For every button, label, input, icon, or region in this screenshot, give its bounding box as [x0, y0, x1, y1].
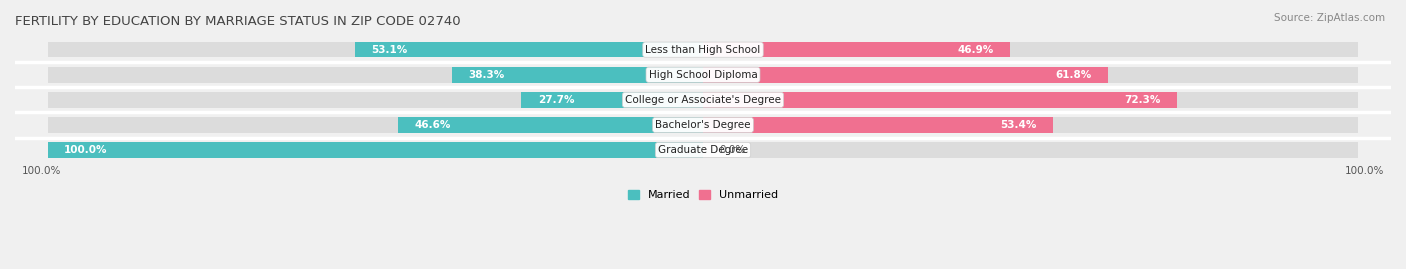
Text: 46.9%: 46.9% — [957, 45, 994, 55]
Bar — [522, 92, 703, 108]
Text: 72.3%: 72.3% — [1123, 95, 1160, 105]
Text: 100.0%: 100.0% — [65, 145, 108, 155]
Bar — [48, 67, 703, 83]
Text: 27.7%: 27.7% — [538, 95, 575, 105]
Text: 0.0%: 0.0% — [720, 145, 745, 155]
Legend: Married, Unmarried: Married, Unmarried — [624, 186, 782, 203]
Text: 38.3%: 38.3% — [468, 70, 505, 80]
Text: Source: ZipAtlas.com: Source: ZipAtlas.com — [1274, 13, 1385, 23]
Bar — [356, 42, 703, 57]
Bar — [703, 92, 1358, 108]
Text: Less than High School: Less than High School — [645, 45, 761, 55]
Bar — [48, 117, 703, 133]
Bar — [703, 117, 1053, 133]
Bar — [703, 42, 1358, 57]
Text: 53.1%: 53.1% — [371, 45, 408, 55]
Bar — [703, 42, 1011, 57]
Text: Graduate Degree: Graduate Degree — [658, 145, 748, 155]
Text: 53.4%: 53.4% — [1000, 120, 1036, 130]
Bar — [703, 67, 1108, 83]
Text: 61.8%: 61.8% — [1056, 70, 1091, 80]
Text: 100.0%: 100.0% — [1346, 166, 1385, 176]
Text: 46.6%: 46.6% — [413, 120, 450, 130]
Text: High School Diploma: High School Diploma — [648, 70, 758, 80]
Bar — [48, 92, 703, 108]
Bar — [453, 67, 703, 83]
Text: 100.0%: 100.0% — [21, 166, 60, 176]
Bar — [48, 142, 703, 158]
Text: College or Associate's Degree: College or Associate's Degree — [626, 95, 780, 105]
Bar — [398, 117, 703, 133]
Text: Bachelor's Degree: Bachelor's Degree — [655, 120, 751, 130]
Bar — [48, 42, 703, 57]
Bar — [703, 117, 1358, 133]
Bar — [703, 67, 1358, 83]
Bar — [703, 142, 1358, 158]
Bar — [703, 92, 1177, 108]
Text: FERTILITY BY EDUCATION BY MARRIAGE STATUS IN ZIP CODE 02740: FERTILITY BY EDUCATION BY MARRIAGE STATU… — [15, 15, 461, 28]
Bar — [48, 142, 703, 158]
